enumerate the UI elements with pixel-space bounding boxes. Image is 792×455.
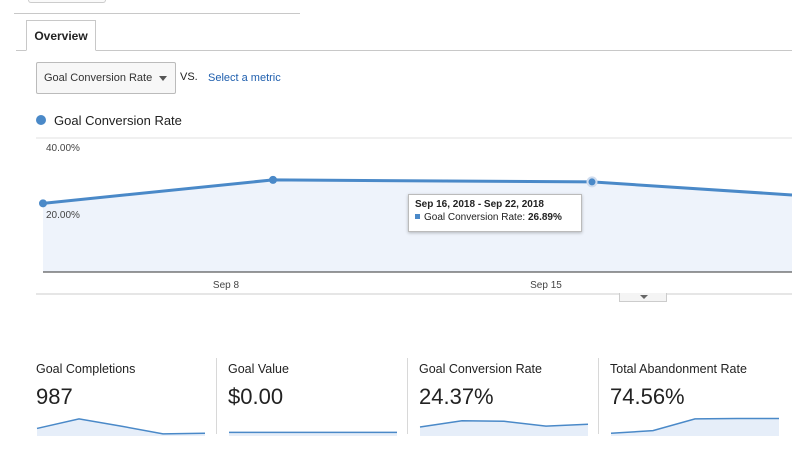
scorecard-value: 74.56%: [610, 384, 685, 409]
data-point: [269, 175, 277, 184]
scorecard-value: $0.00: [228, 384, 284, 409]
sparkline: [229, 431, 397, 436]
x-tick-label: Sep 8: [213, 280, 240, 291]
metric-dropdown-value: Goal Conversion Rate: [44, 72, 153, 84]
sparkline-area: [229, 432, 397, 436]
scorecard-divider: [407, 358, 408, 434]
tooltip-value: 26.89%: [527, 212, 562, 223]
select-metric-link[interactable]: Select a metric: [208, 72, 281, 84]
top-toolbar-button[interactable]: [28, 0, 106, 3]
sparkline-area: [420, 420, 588, 436]
scorecard-goal-completions[interactable]: Goal Completions 987: [36, 358, 216, 438]
scorecard-label: Goal Conversion Rate: [419, 362, 542, 376]
chevron-down-icon: [640, 295, 648, 299]
scorecard-value: 987: [36, 384, 73, 409]
scorecard-value: 24.37%: [419, 384, 494, 409]
y-tick-label: 20.00%: [46, 210, 80, 221]
x-tick-label: Sep 15: [530, 280, 562, 291]
scorecard-label: Goal Completions: [36, 362, 136, 376]
scorecard-total-abandonment-rate[interactable]: Total Abandonment Rate 74.56%: [610, 358, 790, 438]
chart-tooltip: Sep 16, 2018 - Sep 22, 2018 Goal Convers…: [408, 194, 582, 232]
sparkline: [610, 417, 779, 436]
legend-label: Goal Conversion Rate: [54, 113, 182, 128]
tab-overview[interactable]: Overview: [26, 20, 96, 51]
sparkline: [36, 418, 206, 436]
data-point: [39, 199, 47, 208]
sparkline-area: [611, 418, 779, 436]
data-point: [586, 176, 598, 188]
y-tick-label: 40.00%: [46, 143, 80, 154]
sparkline-line: [419, 419, 589, 428]
sparkline-line: [610, 417, 779, 435]
tooltip-date-range: Sep 16, 2018 - Sep 22, 2018: [415, 199, 544, 210]
sparkline-area: [37, 418, 205, 436]
vs-label: VS.: [180, 71, 198, 83]
metric-dropdown[interactable]: Goal Conversion Rate: [36, 62, 176, 94]
scorecard-divider: [216, 358, 217, 434]
sparkline-line: [36, 418, 206, 435]
top-divider: [14, 13, 300, 14]
scorecard-goal-conversion-rate[interactable]: Goal Conversion Rate 24.37%: [419, 358, 599, 438]
tooltip-label: Goal Conversion Rate:: [424, 212, 526, 223]
scorecard-divider: [598, 358, 599, 434]
tab-divider: [16, 50, 792, 51]
chevron-down-icon: [159, 76, 167, 81]
line-chart[interactable]: 40.00% 20.00% Sep 8 Sep 15: [0, 130, 792, 300]
scorecard-label: Total Abandonment Rate: [610, 362, 747, 376]
series-square-icon: [415, 214, 420, 219]
scorecard-label: Goal Value: [228, 362, 289, 376]
chart-expand-toggle[interactable]: [619, 293, 667, 302]
scorecard-goal-value[interactable]: Goal Value $0.00: [228, 358, 408, 438]
series-line: [42, 178, 792, 205]
sparkline: [419, 419, 589, 436]
legend-dot-icon: [36, 115, 46, 125]
